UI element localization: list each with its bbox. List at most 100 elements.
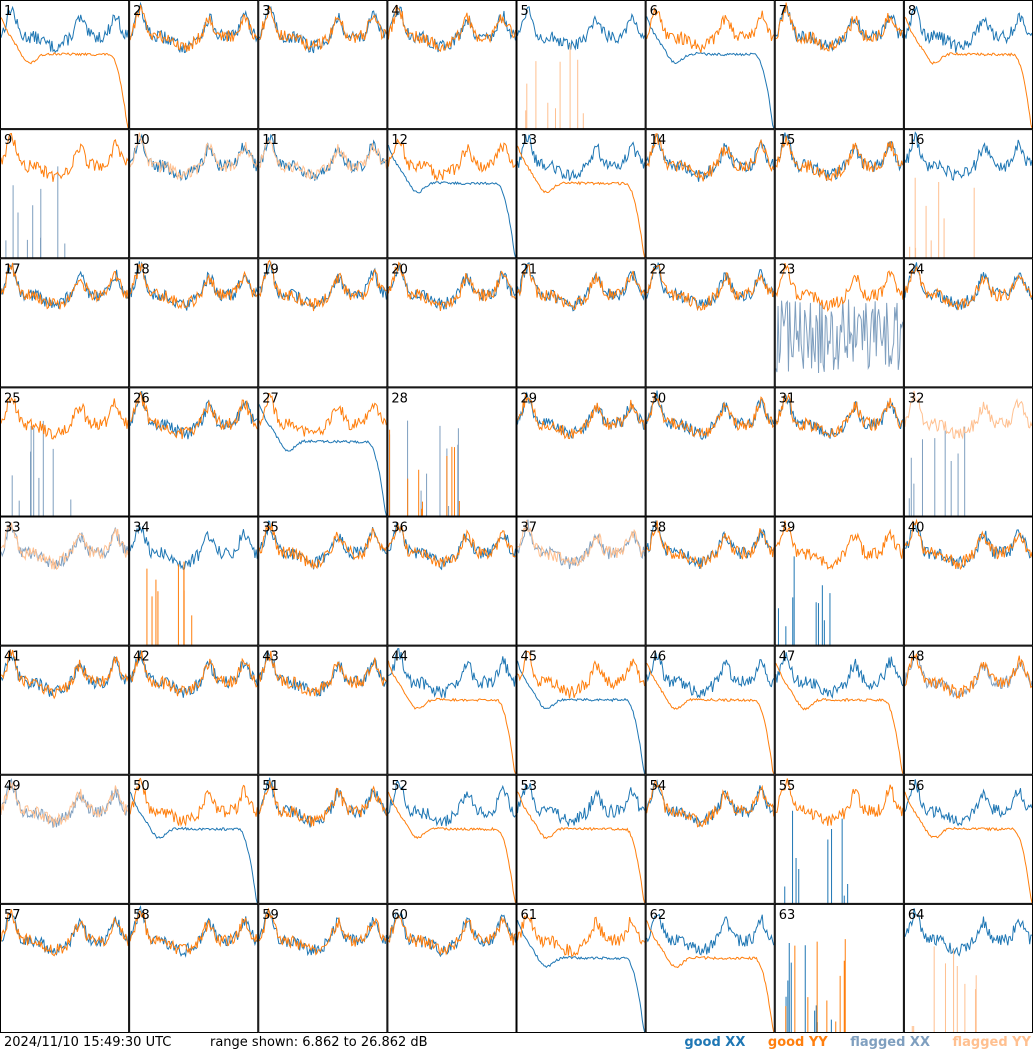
panel-label: 51: [262, 779, 279, 794]
panel-frame: [516, 129, 646, 259]
trace-yy-10: [129, 132, 258, 180]
panel-frame: [774, 516, 904, 646]
trace-yy-64: [911, 946, 977, 1033]
panel-54: 54: [645, 774, 775, 904]
panel-47: 47: [774, 645, 904, 775]
panel-frame: [645, 903, 775, 1033]
panel-frame: [129, 258, 259, 388]
panel-52: 52: [387, 774, 517, 904]
trace-xx-64: [904, 908, 1032, 957]
trace-xx-62: [646, 913, 775, 956]
panel-label: 53: [521, 779, 538, 794]
panel-39: 39: [774, 516, 904, 646]
panel-frame: [129, 387, 259, 517]
panel-label: 8: [908, 4, 916, 19]
panel-frame: [645, 129, 775, 259]
panel-label: 61: [521, 908, 538, 923]
trace-yy-17: [0, 262, 129, 310]
panel-frame: [774, 129, 904, 259]
panel-7: 7: [774, 0, 904, 130]
panel-31: 31: [774, 387, 904, 517]
panel-label: 32: [908, 391, 925, 406]
panel-frame: [387, 0, 517, 130]
panel-11: 11: [258, 129, 388, 259]
trace-yy-14: [646, 133, 775, 182]
panel-frame: [516, 774, 646, 904]
trace-xx-46: [646, 652, 775, 699]
panel-label: 11: [262, 133, 279, 148]
panel-64: 64: [903, 903, 1033, 1033]
trace-xx-27: [258, 404, 387, 516]
panel-frame: [129, 516, 259, 646]
trace-yy-37: [517, 519, 645, 567]
panel-frame: [258, 387, 388, 517]
panel-label: 37: [521, 521, 538, 536]
panel-label: 13: [521, 133, 538, 148]
trace-yy-20: [387, 261, 516, 312]
panel-frame: [0, 129, 130, 259]
panel-frame: [258, 903, 388, 1033]
panel-label: 52: [391, 779, 408, 794]
panel-label: 40: [908, 521, 925, 536]
panel-10: 10: [129, 129, 259, 259]
panel-frame: [0, 258, 130, 388]
trace-yy-23: [775, 262, 904, 312]
panel-21: 21: [516, 258, 646, 388]
panel-label: 24: [908, 262, 925, 277]
panel-frame: [516, 903, 646, 1033]
trace-yy-3: [258, 5, 387, 52]
panel-frame: [903, 774, 1033, 904]
panel-frame: [258, 645, 388, 775]
panel-40: 40: [903, 516, 1033, 646]
panel-frame: [387, 387, 517, 517]
panel-frame: [129, 645, 259, 775]
trace-xx-16: [904, 131, 1033, 181]
trace-xx-37: [517, 519, 646, 570]
trace-yy-60: [388, 914, 516, 956]
panel-label: 54: [650, 779, 667, 794]
trace-yy-52: [387, 791, 516, 903]
panel-19: 19: [258, 258, 388, 388]
trace-yy-57: [0, 909, 129, 957]
panel-label: 42: [133, 650, 150, 665]
trace-yy-53: [517, 791, 646, 903]
panel-label: 47: [779, 650, 796, 665]
trace-yy-61: [517, 914, 646, 958]
panel-55: 55: [774, 774, 904, 904]
panel-62: 62: [645, 903, 775, 1033]
panel-frame: [645, 774, 775, 904]
panel-frame: [645, 387, 775, 517]
trace-xx-2: [129, 1, 258, 54]
panel-6: 6: [645, 0, 775, 130]
trace-yy-22: [646, 264, 775, 312]
panel-label: 33: [4, 521, 21, 536]
trace-yy-29: [517, 393, 646, 440]
panel-label: 18: [133, 262, 150, 277]
trace-xx-28: [389, 420, 459, 517]
panel-53: 53: [516, 774, 646, 904]
panel-frame: [0, 903, 130, 1033]
panel-15: 15: [774, 129, 904, 259]
trace-xx-9: [5, 166, 66, 259]
panel-frame: [258, 129, 388, 259]
panel-label: 55: [779, 779, 796, 794]
panel-label: 25: [4, 391, 21, 406]
panel-frame: [516, 645, 646, 775]
trace-yy-27: [258, 392, 387, 437]
panel-41: 41: [0, 645, 130, 775]
trace-yy-51: [258, 780, 387, 827]
panel-56: 56: [903, 774, 1033, 904]
panel-frame: [258, 516, 388, 646]
panel-26: 26: [129, 387, 259, 517]
trace-yy-32: [904, 390, 1033, 440]
panel-3: 3: [258, 0, 388, 130]
trace-yy-6: [646, 7, 775, 53]
panel-frame: [0, 774, 130, 904]
trace-yy-49: [0, 782, 129, 827]
panel-frame: [645, 516, 775, 646]
panel-label: 4: [391, 4, 399, 19]
panel-frame: [645, 645, 775, 775]
trace-yy-40: [904, 518, 1033, 570]
panel-36: 36: [387, 516, 517, 646]
